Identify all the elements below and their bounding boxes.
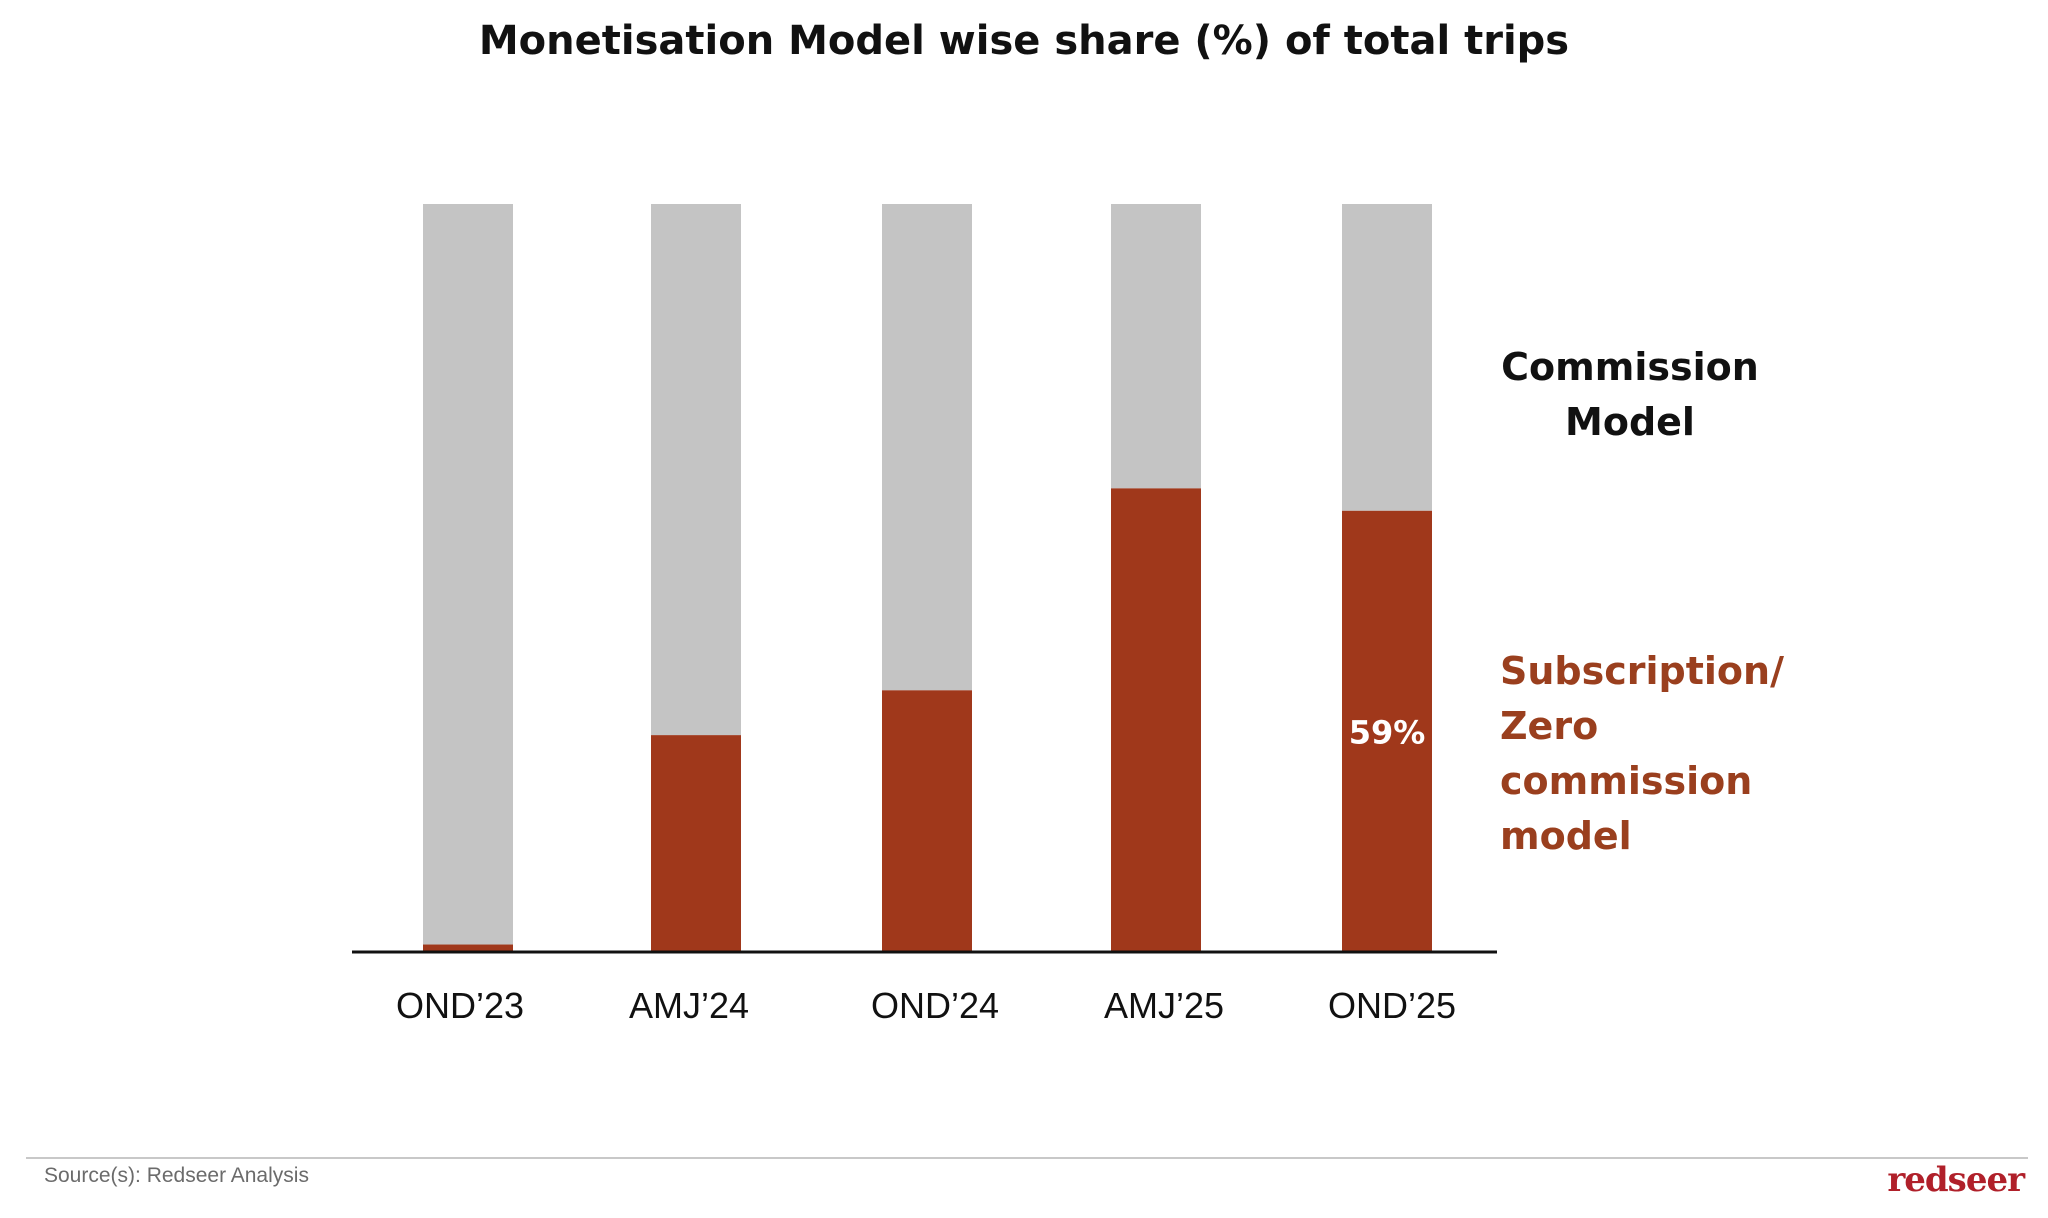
bars-layer bbox=[423, 204, 1432, 952]
legend-subscription-model: Subscription/ Zero commission model bbox=[1500, 644, 1890, 864]
x-tick-label-ond-24: OND’24 bbox=[871, 985, 999, 1026]
bar-commission-model-ond-25 bbox=[1342, 204, 1432, 511]
source-note: Source(s): Redseer Analysis bbox=[44, 1164, 309, 1187]
bar-subscription-zero-commission-model-amj-25 bbox=[1111, 488, 1201, 952]
data-label-ond-25: 59% bbox=[1349, 713, 1426, 751]
x-tick-label-amj-25: AMJ’25 bbox=[1104, 985, 1224, 1026]
x-tick-label-ond-25: OND’25 bbox=[1328, 985, 1456, 1026]
bar-subscription-zero-commission-model-amj-24 bbox=[651, 735, 741, 952]
bar-commission-model-ond-23 bbox=[423, 204, 513, 945]
legend-commission-line1: Commission bbox=[1501, 345, 1759, 389]
stacked-bar-chart: OND’23 AMJ’24 OND’24 AMJ’25 OND’25 59% bbox=[352, 204, 1497, 1026]
bar-commission-model-amj-24 bbox=[651, 204, 741, 736]
legend-subscription-line1: Subscription/ Zero bbox=[1500, 649, 1784, 748]
bar-subscription-zero-commission-model-ond-24 bbox=[882, 690, 972, 952]
bar-commission-model-ond-24 bbox=[882, 204, 972, 691]
legend-commission-line2: Model bbox=[1565, 400, 1695, 444]
footer-divider bbox=[26, 1157, 2028, 1159]
legend-commission-model: Commission Model bbox=[1460, 340, 1800, 450]
redseer-logo: redseer bbox=[1887, 1160, 2025, 1200]
chart-title: Monetisation Model wise share (%) of tot… bbox=[478, 18, 1570, 64]
x-tick-label-amj-24: AMJ’24 bbox=[629, 985, 749, 1026]
bar-subscription-zero-commission-model-ond-25 bbox=[1342, 510, 1432, 952]
legend-subscription-line2: commission model bbox=[1500, 759, 1753, 858]
labels-layer: OND’23 AMJ’24 OND’24 AMJ’25 OND’25 59% bbox=[396, 713, 1456, 1026]
x-tick-label-ond-23: OND’23 bbox=[396, 985, 524, 1026]
bar-subscription-zero-commission-model-ond-23 bbox=[423, 944, 513, 952]
bar-commission-model-amj-25 bbox=[1111, 204, 1201, 489]
